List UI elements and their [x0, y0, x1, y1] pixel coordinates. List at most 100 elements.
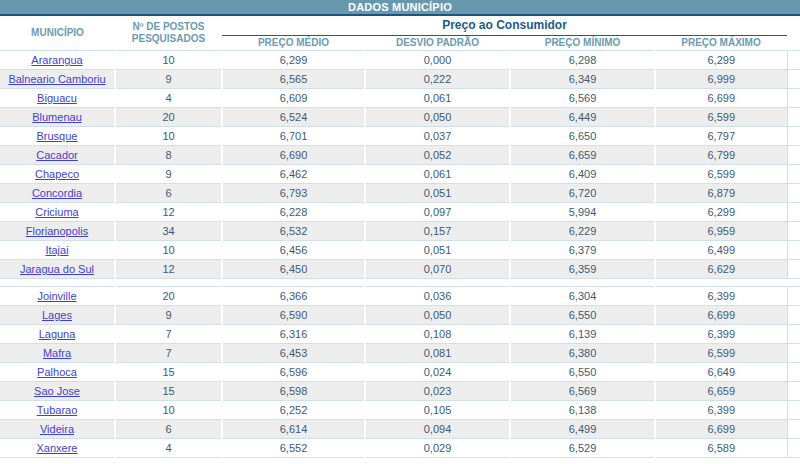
municipio-cell: Itajai	[0, 241, 115, 260]
preco-maximo-cell: 6,699	[655, 89, 787, 108]
municipality-link[interactable]: Mafra	[43, 347, 71, 359]
desvio-padrao-cell: 0,024	[365, 363, 510, 382]
preco-maximo-cell: 6,499	[655, 241, 787, 260]
preco-minimo-cell: 6,569	[510, 89, 655, 108]
preco-medio-cell: 6,598	[222, 382, 365, 401]
desvio-padrao-cell: 0,000	[365, 51, 510, 70]
municipality-link[interactable]: Tubarao	[37, 404, 78, 416]
municipio-cell: Biguacu	[0, 89, 115, 108]
desvio-padrao-cell: 0,029	[365, 439, 510, 458]
table-row: Blumenau 20 6,524 0,050 6,449 6,599	[0, 108, 800, 127]
section-gap-cell	[0, 279, 800, 287]
municipality-link[interactable]: Lages	[42, 309, 72, 321]
preco-maximo-cell: 6,299	[655, 203, 787, 222]
preco-maximo-cell: 6,599	[655, 165, 787, 184]
postos-cell: 20	[115, 108, 222, 127]
preco-maximo-cell: 6,629	[655, 260, 787, 279]
municipio-cell: Xanxere	[0, 439, 115, 458]
postos-cell: 15	[115, 382, 222, 401]
table-row: Laguna 7 6,316 0,108 6,139 6,399	[0, 325, 800, 344]
municipality-link[interactable]: Xanxere	[37, 442, 78, 454]
municipality-link[interactable]: Sao Jose	[34, 385, 80, 397]
municipality-link[interactable]: Blumenau	[32, 111, 82, 123]
municipality-link[interactable]: Florianopolis	[26, 225, 88, 237]
municipio-cell: Balneario Camboriu	[0, 70, 115, 89]
postos-cell: 12	[115, 203, 222, 222]
municipio-cell: Laguna	[0, 325, 115, 344]
table-row: Ararangua 10 6,299 0,000 6,298 6,299	[0, 51, 800, 70]
desvio-padrao-cell: 0,052	[365, 146, 510, 165]
preco-medio-cell: 6,524	[222, 108, 365, 127]
municipio-cell: Florianopolis	[0, 222, 115, 241]
municipality-link[interactable]: Jaragua do Sul	[20, 263, 94, 275]
preco-medio-cell: 6,565	[222, 70, 365, 89]
municipality-link[interactable]: Chapeco	[35, 168, 79, 180]
table-row: Concordia 6 6,793 0,051 6,720 6,879	[0, 184, 800, 203]
preco-medio-cell: 6,690	[222, 146, 365, 165]
preco-medio-cell: 6,552	[222, 439, 365, 458]
preco-minimo-cell: 6,659	[510, 146, 655, 165]
preco-medio-cell: 6,462	[222, 165, 365, 184]
preco-minimo-cell: 6,229	[510, 222, 655, 241]
desvio-padrao-cell: 0,157	[365, 222, 510, 241]
filler-cell	[787, 260, 800, 279]
municipality-link[interactable]: Concordia	[32, 187, 82, 199]
table-header: MUNICÍPIO Nº DE POSTOS PESQUISADOS Preço…	[0, 16, 800, 51]
municipality-link[interactable]: Ararangua	[31, 54, 82, 66]
table-row: Joinville 20 6,366 0,036 6,304 6,399	[0, 287, 800, 306]
municipality-link[interactable]: Criciuma	[35, 206, 78, 218]
preco-minimo-cell: 6,138	[510, 401, 655, 420]
preco-maximo-cell: 6,599	[655, 344, 787, 363]
preco-maximo-cell: 6,399	[655, 325, 787, 344]
preco-minimo-cell: 6,298	[510, 51, 655, 70]
preco-maximo-cell: 6,299	[655, 51, 787, 70]
preco-minimo-cell: 6,550	[510, 363, 655, 382]
desvio-padrao-cell: 0,036	[365, 287, 510, 306]
filler-cell	[787, 325, 800, 344]
municipio-cell: Lages	[0, 306, 115, 325]
preco-maximo-cell: 6,879	[655, 184, 787, 203]
municipality-link[interactable]: Brusque	[37, 130, 78, 142]
desvio-padrao-cell: 0,094	[365, 420, 510, 439]
municipality-link[interactable]: Balneario Camboriu	[8, 73, 105, 85]
filler-cell	[787, 127, 800, 146]
municipio-cell: Palhoca	[0, 363, 115, 382]
filler-cell	[787, 306, 800, 325]
postos-cell: 4	[115, 439, 222, 458]
table-row: Videira 6 6,614 0,094 6,499 6,699	[0, 420, 800, 439]
postos-cell: 10	[115, 51, 222, 70]
preco-minimo-cell: 6,139	[510, 325, 655, 344]
municipality-link[interactable]: Palhoca	[37, 366, 77, 378]
desvio-padrao-cell: 0,051	[365, 241, 510, 260]
desvio-padrao-cell: 0,097	[365, 203, 510, 222]
postos-cell: 10	[115, 401, 222, 420]
table-row: Lages 9 6,590 0,050 6,550 6,699	[0, 306, 800, 325]
filler-cell	[787, 146, 800, 165]
postos-cell: 9	[115, 165, 222, 184]
postos-cell: 6	[115, 420, 222, 439]
preco-medio-cell: 6,609	[222, 89, 365, 108]
municipality-link[interactable]: Joinville	[37, 290, 76, 302]
preco-minimo-cell: 6,529	[510, 439, 655, 458]
desvio-padrao-cell: 0,023	[365, 382, 510, 401]
municipio-cell: Tubarao	[0, 401, 115, 420]
postos-cell: 7	[115, 325, 222, 344]
column-header-preco-medio: PREÇO MÉDIO	[222, 36, 365, 51]
postos-cell: 10	[115, 127, 222, 146]
table-row: Balneario Camboriu 9 6,565 0,222 6,349 6…	[0, 70, 800, 89]
table-row: Tubarao 10 6,252 0,105 6,138 6,399	[0, 401, 800, 420]
municipality-link[interactable]: Itajai	[45, 244, 68, 256]
preco-medio-cell: 6,614	[222, 420, 365, 439]
municipality-link[interactable]: Laguna	[39, 328, 76, 340]
municipality-link[interactable]: Biguacu	[37, 92, 77, 104]
page-title: DADOS MUNICÍPIO	[0, 0, 800, 16]
municipio-cell: Jaragua do Sul	[0, 260, 115, 279]
municipality-link[interactable]: Videira	[40, 423, 74, 435]
filler-cell	[787, 241, 800, 260]
filler-cell	[787, 165, 800, 184]
municipality-link[interactable]: Cacador	[36, 149, 78, 161]
filler-cell	[787, 382, 800, 401]
preco-minimo-cell: 6,650	[510, 127, 655, 146]
postos-cell: 4	[115, 89, 222, 108]
filler-cell	[787, 344, 800, 363]
